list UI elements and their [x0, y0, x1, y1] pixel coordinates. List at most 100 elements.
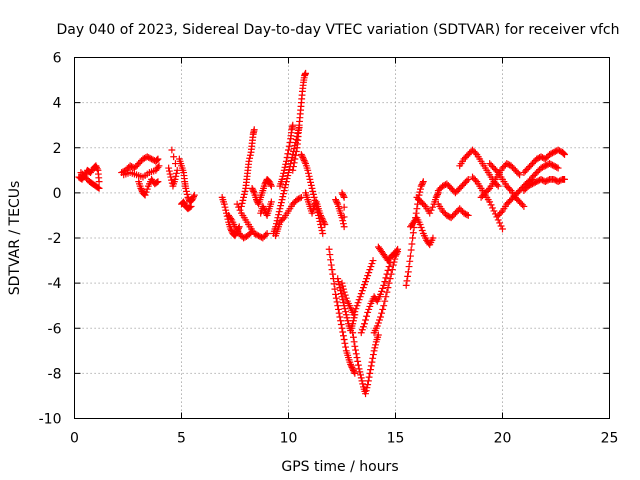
- data-point: [414, 200, 422, 208]
- y-tick-label: 2: [53, 141, 62, 157]
- y-tick-label: -2: [48, 231, 62, 247]
- data-point: [262, 231, 270, 239]
- data-point: [338, 293, 346, 301]
- data-point: [347, 362, 355, 370]
- data-points: [75, 69, 568, 398]
- data-point: [340, 332, 347, 340]
- data-point: [427, 206, 435, 214]
- data-point: [336, 313, 344, 321]
- grid: [74, 57, 610, 419]
- data-point: [380, 302, 388, 310]
- data-point: [227, 225, 235, 233]
- data-point: [290, 159, 298, 167]
- data-point: [154, 163, 162, 171]
- data-point: [317, 224, 325, 231]
- data-point: [282, 157, 290, 165]
- data-point: [183, 190, 191, 198]
- data-point: [364, 272, 372, 280]
- data-point: [367, 362, 375, 370]
- data-point: [360, 323, 367, 331]
- data-point: [384, 284, 392, 292]
- data-point: [342, 294, 350, 302]
- data-point: [337, 321, 345, 328]
- data-point: [190, 193, 198, 201]
- data-point: [333, 298, 341, 306]
- data-point: [340, 299, 347, 307]
- data-point: [355, 365, 363, 373]
- series-arc-21: [332, 189, 348, 231]
- data-point: [418, 227, 426, 234]
- data-point: [189, 194, 197, 202]
- data-point: [155, 162, 163, 170]
- data-point: [335, 278, 342, 286]
- data-point: [220, 200, 228, 208]
- data-point: [302, 69, 310, 77]
- data-point: [464, 175, 472, 183]
- data-point: [275, 208, 283, 216]
- data-point: [182, 184, 190, 192]
- data-point: [285, 166, 293, 173]
- data-point: [167, 173, 175, 181]
- y-tick-label: -4: [48, 276, 62, 292]
- data-point: [393, 247, 400, 255]
- data-point: [334, 275, 342, 283]
- series-arc-12: [238, 126, 258, 210]
- axis-ticks: [74, 57, 610, 419]
- data-point: [168, 146, 176, 154]
- data-point: [328, 266, 336, 273]
- data-point: [153, 157, 160, 164]
- series-arc-03: [118, 153, 162, 176]
- data-point: [514, 169, 522, 177]
- data-point: [368, 260, 376, 267]
- data-point: [357, 290, 365, 298]
- x-tick-label: 0: [70, 431, 79, 447]
- data-point: [368, 358, 376, 366]
- x-axis-label: GPS time / hours: [281, 459, 398, 475]
- data-point: [278, 175, 286, 183]
- data-point: [180, 198, 188, 206]
- series-arc-14: [257, 198, 275, 219]
- data-point: [376, 316, 383, 324]
- data-point: [260, 204, 267, 212]
- data-point: [364, 377, 372, 385]
- data-point: [343, 314, 351, 322]
- series-arc-25: [349, 329, 382, 398]
- data-point: [309, 187, 317, 195]
- series-arc-16: [272, 193, 305, 240]
- data-point: [283, 154, 291, 161]
- data-point: [463, 177, 471, 185]
- data-point: [494, 182, 502, 190]
- data-point: [334, 302, 342, 310]
- data-point: [154, 155, 162, 163]
- data-point: [291, 155, 299, 163]
- data-point: [180, 200, 188, 207]
- data-point: [260, 206, 268, 213]
- data-point: [342, 308, 349, 316]
- data-point: [351, 369, 359, 377]
- data-point: [361, 320, 368, 328]
- x-tick-label: 10: [280, 431, 298, 447]
- data-point: [377, 291, 384, 298]
- data-point: [277, 202, 285, 210]
- data-point: [426, 209, 434, 217]
- data-point: [463, 211, 471, 219]
- data-point: [352, 346, 359, 354]
- data-point: [387, 270, 395, 278]
- data-point: [308, 184, 316, 192]
- data-point: [188, 196, 196, 204]
- data-point: [245, 157, 253, 165]
- data-point: [408, 240, 416, 248]
- series-arc-18: [289, 69, 310, 174]
- data-point: [267, 182, 275, 190]
- y-tick-label: -6: [48, 321, 62, 337]
- data-point: [366, 369, 374, 377]
- data-point: [332, 291, 339, 298]
- series-arc-27: [370, 248, 402, 337]
- data-point: [351, 342, 359, 350]
- data-point: [339, 190, 347, 198]
- data-point: [380, 281, 388, 289]
- data-point: [285, 146, 292, 154]
- data-point: [369, 257, 377, 264]
- data-point: [92, 162, 100, 170]
- data-point: [289, 121, 297, 129]
